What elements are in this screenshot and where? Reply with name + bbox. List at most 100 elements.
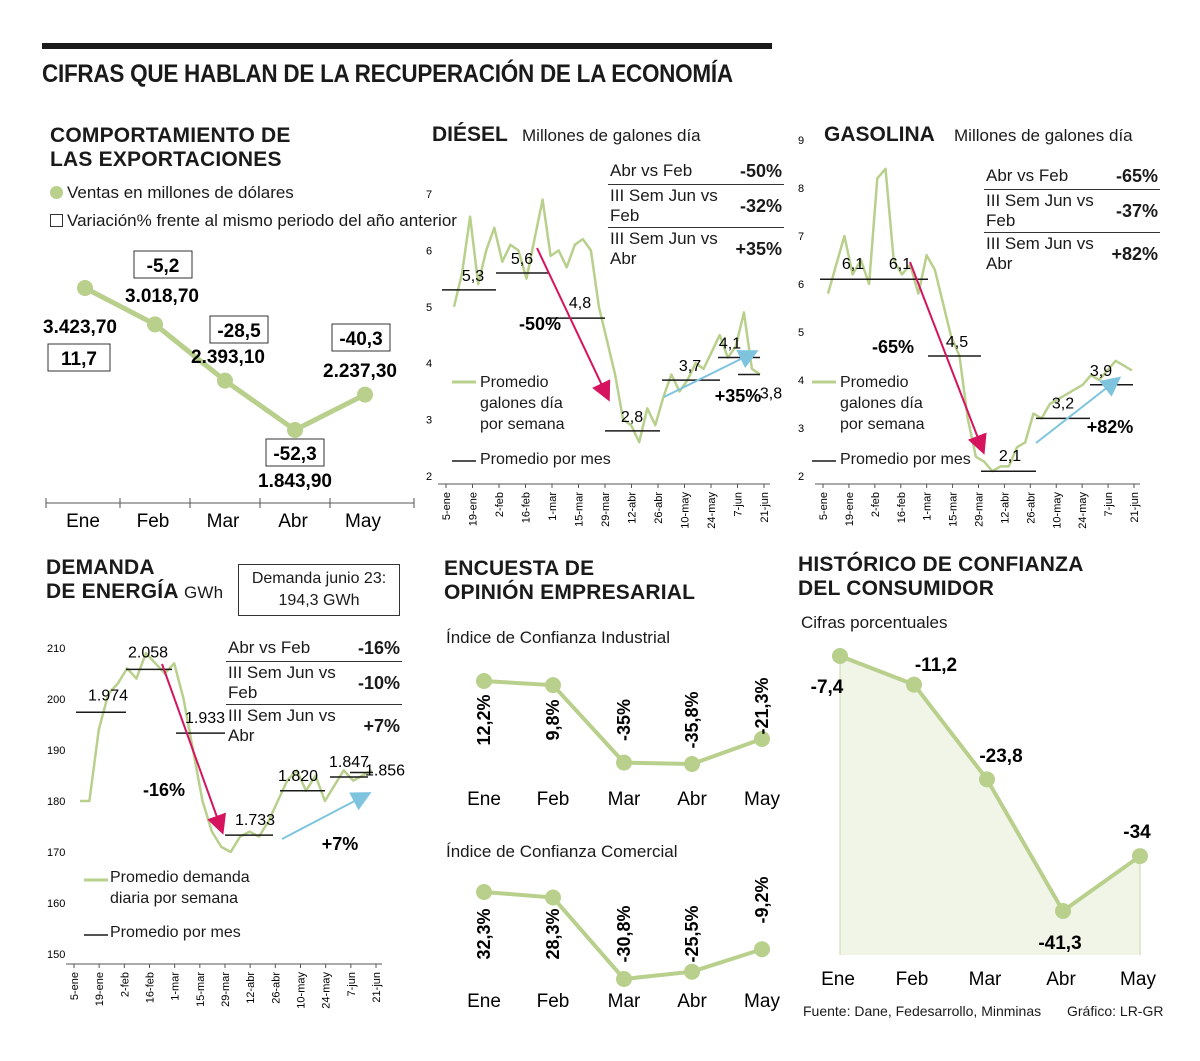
- comercial-value-label: -30,8%: [614, 905, 634, 962]
- gasolina-monthly-label: 4,5: [946, 334, 968, 351]
- encuesta-title-line1: ENCUESTA DE: [444, 557, 595, 580]
- diesel-down-label: -50%: [519, 314, 561, 334]
- exports-var-box: [133, 250, 193, 279]
- gasolina-y-tick: 4: [798, 375, 804, 387]
- energia-down-arrow: [161, 663, 227, 835]
- energia-y-tick: 180: [47, 796, 65, 808]
- gasolina-legend-month: Promedio por mes: [840, 451, 971, 468]
- gasolina-stat-row: Abr vs Feb -65%: [984, 163, 1160, 190]
- gasolina-x-label: 21-jun: [1129, 492, 1141, 523]
- energia-x-label: 7-jun: [346, 972, 358, 996]
- energia-stat-label: Abr vs Feb: [226, 635, 356, 662]
- energia-y-tick: 190: [47, 745, 65, 757]
- gasolina-x-label: 7-jun: [1103, 492, 1115, 516]
- gasolina-legend-avg-l1: Promedio: [840, 374, 909, 391]
- gasolina-stat-row: III Sem Jun vs Abr +82%: [984, 233, 1160, 276]
- gasolina-title: GASOLINA: [824, 123, 935, 146]
- confianza-x-label: Feb: [896, 969, 929, 990]
- gasolina-legend-avg-l2: galones día: [840, 395, 923, 412]
- confianza-point: [979, 771, 995, 788]
- energia-stat-value: -10%: [355, 661, 402, 705]
- diesel-x-label: 10-may: [680, 492, 692, 529]
- gasolina-x-label: 24-may: [1077, 492, 1089, 529]
- exports-var-box: [331, 323, 391, 352]
- diesel-x-label: 1-mar: [547, 492, 559, 521]
- diesel-x-label: 7-jun: [733, 492, 745, 516]
- confianza-point: [832, 648, 848, 664]
- gasolina-monthly-label: 2,1: [999, 448, 1021, 465]
- gasolina-stat-label: Abr vs Feb: [984, 163, 1110, 190]
- diesel-monthly-label: 3,7: [679, 358, 701, 375]
- gasolina-stat-label: III Sem Jun vs Feb: [984, 189, 1110, 233]
- comercial-title: Índice de Confianza Comercial: [446, 842, 678, 861]
- energia-monthly-label: 1.733: [235, 812, 275, 829]
- diesel-legend-month: Promedio por mes: [480, 451, 611, 468]
- comercial-point: [545, 889, 561, 906]
- diesel-y-tick: 7: [426, 189, 432, 201]
- energia-note-l2: 194,3 GWh: [278, 592, 360, 609]
- exports-var-box: [209, 315, 269, 344]
- energia-stat-value: +7%: [363, 715, 400, 736]
- exports-sales-label: 2.393,10: [191, 347, 265, 368]
- gasolina-up-label: +82%: [1087, 417, 1134, 437]
- energia-legend-month: Promedio por mes: [110, 924, 241, 941]
- diesel-unit: Millones de galones día: [522, 126, 701, 145]
- gasolina-monthly-label: 6,1: [889, 256, 911, 273]
- diesel-up-arrow: [663, 350, 759, 398]
- exports-var-box: [47, 343, 111, 372]
- energia-stat-label: III Sem Jun vs Abr: [228, 706, 336, 745]
- diesel-stat-row: Abr vs Feb -50%: [608, 158, 784, 185]
- diesel-stats: Abr vs Feb -50% III Sem Jun vs Feb -32% II…: [608, 158, 784, 270]
- confianza-value-label: -7,4: [811, 677, 844, 698]
- industrial-x-label: May: [744, 789, 780, 810]
- diesel-x-label: 19-ene: [468, 492, 480, 526]
- gasolina-x-label: 1-mar: [922, 492, 934, 521]
- energia-x-label: 2-feb: [119, 972, 131, 997]
- gasolina-x-label: 15-mar: [948, 492, 960, 527]
- gasolina-monthly-label: 3,2: [1052, 395, 1074, 412]
- gasolina-y-tick: 2: [798, 471, 804, 483]
- energia-x-label: 12-abr: [245, 972, 257, 1004]
- industrial-point: [616, 754, 632, 771]
- header-rule: [42, 43, 772, 49]
- exports-sales-point: [287, 422, 303, 438]
- energia-stat-value: -16%: [355, 635, 402, 662]
- energia-monthly-label: 1.856: [365, 762, 405, 779]
- diesel-stat-row: III Sem Jun vs Feb -32%: [608, 184, 784, 228]
- exports-x-label: Abr: [278, 511, 308, 532]
- comercial-value-label: -25,5%: [682, 905, 702, 962]
- gasolina-unit: Millones de galones día: [954, 126, 1133, 145]
- confianza-title: HISTÓRICO DE CONFIANZA DEL CONSUMIDOR: [798, 553, 1084, 601]
- energia-title-line2: DE ENERGÍA GWh: [46, 580, 223, 605]
- diesel-y-tick: 4: [426, 358, 432, 370]
- energia-monthly-label: 1.847: [329, 754, 369, 771]
- energia-monthly-label: 1.820: [278, 768, 318, 785]
- exports-title-line1: COMPORTAMIENTO DE: [50, 124, 291, 147]
- exports-x-label: Ene: [66, 511, 100, 532]
- diesel-legend-avg: Promedio galones día por semana: [480, 372, 565, 435]
- industrial-line: [483, 679, 763, 767]
- exports-sales-label: 3.423,70: [43, 317, 117, 338]
- gasolina-x-label: 29-mar: [974, 492, 986, 527]
- diesel-x-label: 16-feb: [521, 492, 533, 523]
- gasolina-y-tick: 9: [798, 135, 804, 147]
- comercial-x-label: Abr: [677, 991, 707, 1012]
- energia-y-tick: 160: [47, 898, 65, 910]
- comercial-point: [754, 941, 770, 958]
- industrial-x-label: Abr: [677, 789, 707, 810]
- energia-legend-avg: Promedio demanda diaria por semana: [110, 867, 250, 909]
- gasolina-y-tick: 3: [798, 423, 804, 435]
- comercial-x-label: Ene: [467, 991, 501, 1012]
- comercial-x-label: May: [744, 991, 780, 1012]
- industrial-value-label: 12,2%: [474, 694, 494, 745]
- energia-x-label: 21-jun: [371, 972, 383, 1003]
- gasolina-stats: Abr vs Feb -65% III Sem Jun vs Feb -37% II…: [984, 163, 1160, 275]
- gasolina-y-tick: 5: [798, 327, 804, 339]
- confianza-value-label: -11,2: [915, 655, 957, 676]
- gasolina-y-tick: 8: [798, 183, 804, 195]
- comercial-value-label: 28,3%: [543, 908, 563, 959]
- gasolina-down-label: -65%: [872, 337, 914, 357]
- industrial-x-label: Feb: [537, 789, 570, 810]
- gasolina-stat-value: +82%: [1111, 243, 1158, 264]
- confianza-value-label: -34: [1123, 822, 1151, 843]
